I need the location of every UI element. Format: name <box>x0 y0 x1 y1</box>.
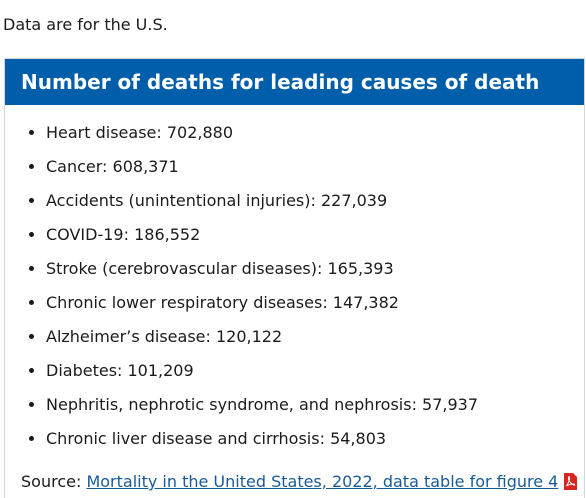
source-line: Source: Mortality in the United States, … <box>21 471 578 493</box>
pdf-icon <box>564 473 578 490</box>
cause-item: COVID-19: 186,552 <box>46 218 478 252</box>
cause-list: Heart disease: 702,880Cancer: 608,371Acc… <box>5 116 478 456</box>
box-title: Number of deaths for leading causes of d… <box>21 70 540 94</box>
source-label: Source: <box>21 472 82 491</box>
cause-item: Nephritis, nephrotic syndrome, and nephr… <box>46 388 478 422</box>
cause-item: Accidents (unintentional injuries): 227,… <box>46 184 478 218</box>
cause-item: Stroke (cerebrovascular diseases): 165,3… <box>46 252 478 286</box>
intro-text: Data are for the U.S. <box>3 15 168 34</box>
cause-item: Heart disease: 702,880 <box>46 116 478 150</box>
source-link[interactable]: Mortality in the United States, 2022, da… <box>86 472 559 491</box>
stats-box: Number of deaths for leading causes of d… <box>4 58 585 498</box>
cause-item: Alzheimer’s disease: 120,122 <box>46 320 478 354</box>
cause-item: Cancer: 608,371 <box>46 150 478 184</box>
box-header: Number of deaths for leading causes of d… <box>5 59 584 105</box>
cause-item: Chronic liver disease and cirrhosis: 54,… <box>46 422 478 456</box>
cause-item: Chronic lower respiratory diseases: 147,… <box>46 286 478 320</box>
cause-item: Diabetes: 101,209 <box>46 354 478 388</box>
